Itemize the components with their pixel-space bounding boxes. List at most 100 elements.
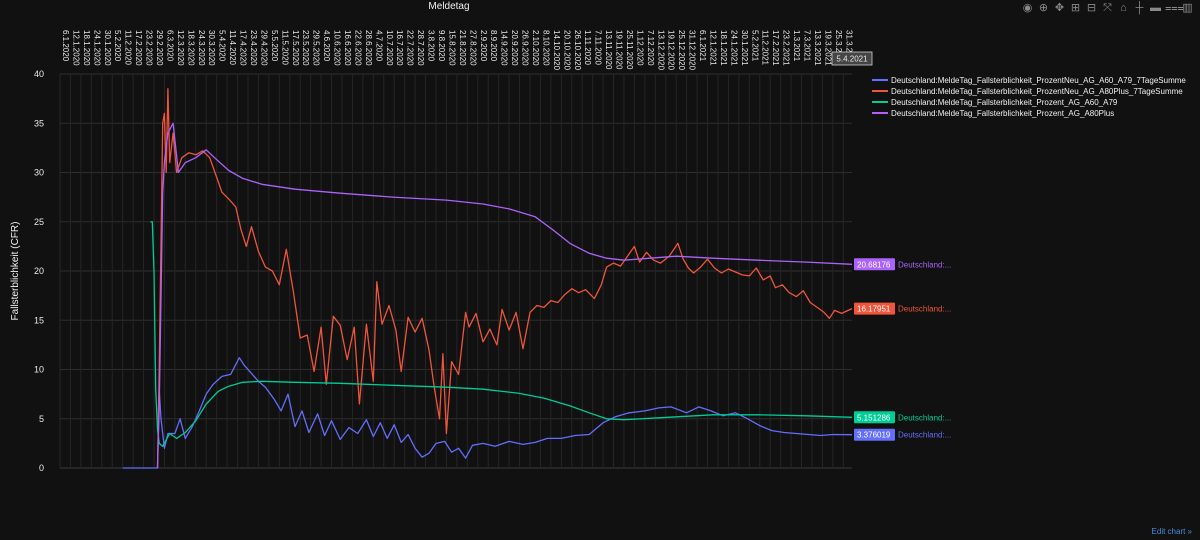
x-tick-label: 20.9.2020 <box>510 30 519 66</box>
y-tick-label: 0 <box>39 463 44 473</box>
x-tick-label: 27.8.2020 <box>468 30 477 66</box>
x-tick-label: 18.1.2020 <box>82 30 91 66</box>
x-tick-label: 23.2.2020 <box>145 30 154 66</box>
x-tick-label: 25.3.2021 <box>834 30 843 66</box>
x-tick-label: 5.2.2021 <box>750 30 759 62</box>
legend-label: Deutschland:MeldeTag_Fallsterblichkeit_P… <box>891 87 1183 96</box>
x-tick-label: 1.3.2021 <box>792 30 801 62</box>
x-axis-ticks: 6.1.2020 12.1.2020 18.1.2020 24.1.2020 30.1.… <box>61 30 853 71</box>
end-series-label: Deutschland:... <box>898 431 951 440</box>
plotly-logo-icon[interactable]: ▥ <box>1182 2 1193 14</box>
edit-chart-link[interactable]: Edit chart » <box>1151 527 1192 536</box>
camera-icon[interactable]: ◉ <box>1022 2 1033 14</box>
reset-axes-icon[interactable]: ⌂ <box>1120 2 1127 14</box>
hover-closest-icon[interactable]: ▬ <box>1150 2 1161 14</box>
hover-compare-icon[interactable]: ⩶ <box>1165 2 1184 14</box>
x-tick-label: 4.6.2020 <box>322 30 331 62</box>
end-value-box <box>854 411 895 424</box>
end-value-box <box>854 302 895 315</box>
series-line-1 <box>122 357 853 469</box>
end-value-text: 3.376019 <box>857 431 891 440</box>
legend-item-1[interactable]: Deutschland:MeldeTag_Fallsterblichkeit_P… <box>872 76 1186 85</box>
x-tick-label: 5.2.2020 <box>113 30 122 62</box>
x-tick-label: 24.3.2020 <box>197 30 206 66</box>
x-tick-label: 28.7.2020 <box>416 30 425 66</box>
x-tick-label: 23.5.2020 <box>301 30 310 66</box>
end-label-group-1: 3.376019 Deutschland:... <box>854 428 951 441</box>
x-tick-label: 25.11.2020 <box>625 30 634 70</box>
x-tick-label: 13.3.2021 <box>813 30 822 66</box>
x-tick-label: 29.2.2020 <box>155 30 164 66</box>
x-tick-label: 24.1.2021 <box>729 30 738 66</box>
x-tick-label: 29.4.2020 <box>259 30 268 66</box>
legend-item-2[interactable]: Deutschland:MeldeTag_Fallsterblichkeit_P… <box>872 87 1183 96</box>
x-tick-label: 21.8.2020 <box>458 30 467 66</box>
end-label-group-3: 5.151286 Deutschland:... <box>854 411 951 424</box>
x-tick-label: 18.1.2021 <box>719 30 728 66</box>
x-tick-label: 16.6.2020 <box>343 30 352 66</box>
x-tick-label: 22.6.2020 <box>353 30 362 66</box>
end-label-group-4: 20.68176 Deutschland:... <box>854 258 951 271</box>
x-tick-label: 5.5.2020 <box>270 30 279 62</box>
series-lines <box>122 88 853 469</box>
x-tick-label: 16.7.2020 <box>395 30 404 66</box>
x-tick-label: 8.10.2020 <box>541 30 550 66</box>
zoom-out-icon[interactable]: ⊟ <box>1086 2 1097 14</box>
x-tick-label: 13.12.2020 <box>656 30 665 71</box>
x-tick-label: 29.5.2020 <box>312 30 321 66</box>
zoom-in-icon[interactable]: ⊞ <box>1070 2 1081 14</box>
x-tick-label: 30.1.2021 <box>740 30 749 66</box>
x-tick-label: 26.9.2020 <box>521 30 530 66</box>
x-tick-label: 11.2.2021 <box>761 30 770 66</box>
x-tick-label: 19.3.2021 <box>823 30 832 66</box>
end-value-box <box>854 428 895 441</box>
x-tick-label: 10.6.2020 <box>333 30 342 66</box>
x-tick-label: 23.4.2020 <box>249 30 258 66</box>
x-tick-label: 2.9.2020 <box>479 30 488 62</box>
x-tick-label: 13.11.2020 <box>604 30 613 70</box>
hover-date-text: 5.4.2021 <box>836 55 868 64</box>
x-tick-label: 12.1.2020 <box>71 30 80 66</box>
x-tick-label: 2.10.2020 <box>531 30 540 66</box>
y-gridlines <box>60 73 852 469</box>
x-tick-label: 6.1.2021 <box>698 30 707 62</box>
zoom-icon[interactable]: ⊕ <box>1038 2 1049 14</box>
x-gridlines <box>59 74 844 468</box>
x-tick-label: 12.1.2021 <box>709 30 718 66</box>
x-tick-label: 10.7.2020 <box>385 30 394 66</box>
x-tick-label: 6.1.2020 <box>61 30 70 62</box>
legend-item-3[interactable]: Deutschland:MeldeTag_Fallsterblichkeit_P… <box>872 98 1118 107</box>
x-tick-label: 4.7.2020 <box>374 30 383 62</box>
x-tick-label: 28.6.2020 <box>364 30 373 66</box>
end-series-label: Deutschland:... <box>898 305 951 314</box>
y-axis-title: Fallsterblichkeit (CFR) <box>10 222 21 321</box>
x-tick-label: 11.2.2020 <box>124 30 133 66</box>
chart-title: Meldetag <box>428 1 469 12</box>
end-value-text: 16.17951 <box>857 305 891 314</box>
x-tick-label: 7.3.2021 <box>803 30 812 62</box>
autoscale-icon[interactable]: ⤧ <box>1103 2 1112 14</box>
y-tick-label: 30 <box>34 168 44 178</box>
x-tick-label: 31.12.2020 <box>688 30 697 71</box>
x-tick-label: 19.12.2020 <box>667 30 676 71</box>
y-tick-label: 40 <box>34 69 44 79</box>
spike-lines-icon[interactable]: ┼ <box>1135 2 1144 14</box>
series-line-3 <box>150 221 853 447</box>
x-tick-label: 11.4.2020 <box>228 30 237 66</box>
x-tick-label: 11.5.2020 <box>280 30 289 66</box>
legend-item-4[interactable]: Deutschland:MeldeTag_Fallsterblichkeit_P… <box>872 109 1114 118</box>
legend-label: Deutschland:MeldeTag_Fallsterblichkeit_P… <box>891 109 1114 118</box>
series-line-2 <box>156 88 853 469</box>
legend[interactable]: Deutschland:MeldeTag_Fallsterblichkeit_P… <box>872 76 1186 118</box>
x-tick-label: 1.12.2020 <box>635 30 644 66</box>
pan-icon[interactable]: ✥ <box>1054 2 1065 14</box>
x-tick-label: 6.3.2020 <box>165 30 174 62</box>
x-tick-label: 17.2.2021 <box>771 30 780 66</box>
end-value-text: 5.151286 <box>857 413 891 422</box>
series-line-4 <box>156 122 853 469</box>
end-value-labels: 3.376019 Deutschland:... 16.17951 Deutschla… <box>854 258 951 441</box>
x-tick-label: 5.4.2020 <box>218 30 227 62</box>
x-tick-label: 18.3.2020 <box>186 30 195 66</box>
x-tick-label: 24.1.2020 <box>92 30 101 66</box>
hover-date-box <box>831 51 873 66</box>
